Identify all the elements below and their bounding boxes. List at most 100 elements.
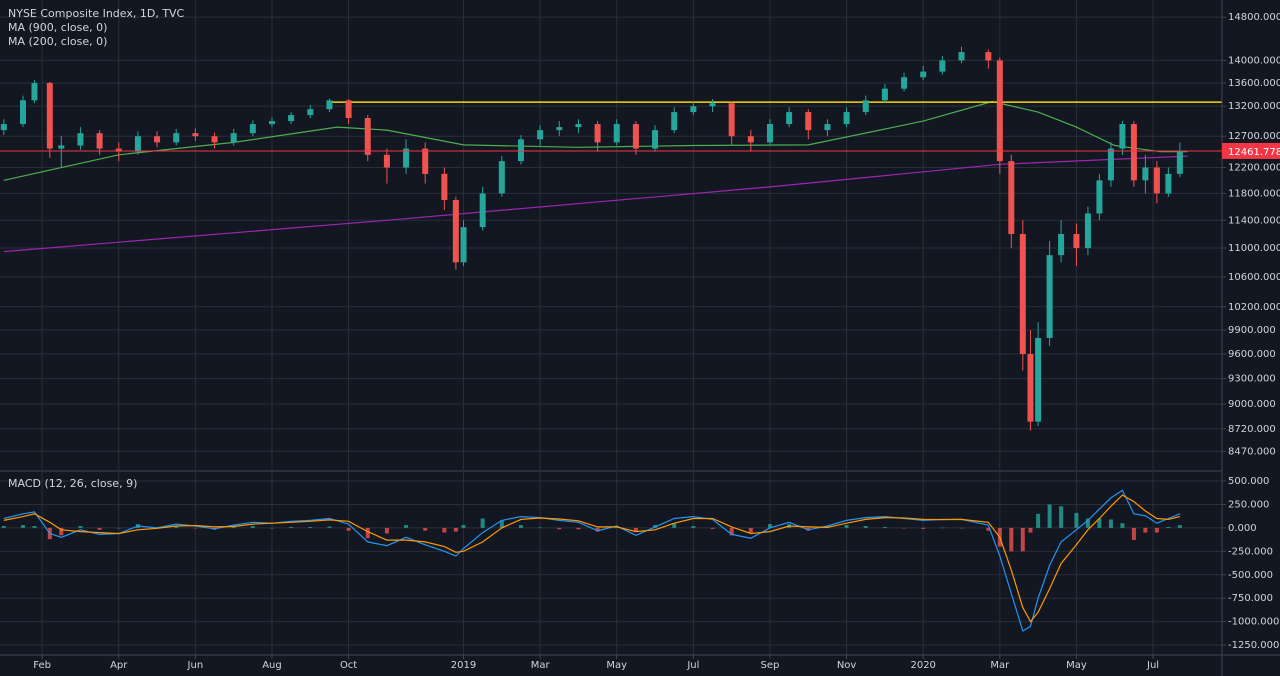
- y-tick-label: 250.000: [1228, 499, 1269, 510]
- histogram-bar: [442, 527, 447, 533]
- histogram-bar: [1028, 527, 1033, 533]
- y-tick-label: 8470.000: [1228, 446, 1276, 457]
- candle-body: [498, 161, 505, 194]
- candle-body: [403, 148, 410, 168]
- histogram-bar: [959, 527, 964, 529]
- histogram-bar: [1085, 518, 1090, 528]
- y-tick-label: -1250.000: [1228, 640, 1279, 651]
- candle-body: [1019, 234, 1026, 354]
- y-tick-label: 11400.000: [1228, 215, 1280, 226]
- histogram-bar: [986, 527, 991, 531]
- histogram-bar: [346, 527, 351, 531]
- candle-body: [517, 139, 524, 162]
- y-tick-label: 9000.000: [1228, 399, 1276, 410]
- histogram-bar: [59, 527, 64, 536]
- candle-body: [1153, 167, 1160, 194]
- histogram-bar: [1, 526, 6, 528]
- candle-body: [441, 173, 448, 201]
- histogram-bar: [1009, 527, 1014, 552]
- candle-body: [364, 118, 371, 155]
- histogram-bar: [231, 526, 236, 528]
- histogram-bar: [1059, 506, 1064, 528]
- histogram-bar: [633, 527, 638, 532]
- histogram-bar: [940, 527, 945, 529]
- y-tick-label: -750.000: [1228, 593, 1273, 604]
- histogram-bar: [710, 527, 715, 529]
- candle-body: [537, 130, 544, 140]
- x-tick-label: May: [606, 660, 627, 671]
- candle-body: [1046, 255, 1053, 338]
- histogram-bar: [461, 525, 466, 528]
- y-tick-label: 10600.000: [1228, 272, 1280, 283]
- y-tick-label: 14800.000: [1228, 12, 1280, 23]
- grid: [0, 0, 1222, 655]
- candle-body: [230, 133, 237, 143]
- candle-body: [383, 154, 390, 168]
- candle-body: [652, 130, 659, 149]
- histogram-bar: [174, 526, 179, 528]
- candle-body: [1176, 151, 1183, 174]
- histogram-bar: [1036, 513, 1041, 528]
- histogram-bar: [365, 527, 370, 539]
- y-tick-label: -500.000: [1228, 570, 1273, 581]
- candle-body: [786, 112, 793, 125]
- candle-body: [192, 133, 199, 137]
- y-tick-label: 12700.000: [1228, 131, 1280, 142]
- candle-body: [154, 136, 161, 143]
- candle-body: [0, 124, 7, 131]
- candle-body: [613, 124, 620, 143]
- candle-body: [766, 124, 773, 143]
- candle-body: [268, 121, 275, 125]
- x-tick-label: Mar: [531, 660, 551, 671]
- histogram-bar: [538, 527, 543, 528]
- candle-body: [958, 52, 965, 61]
- histogram-bar: [1131, 527, 1136, 541]
- histogram-bar: [269, 527, 274, 529]
- histogram-bar: [116, 527, 121, 529]
- candle-body: [288, 115, 295, 122]
- x-tick-label: Jul: [1146, 660, 1159, 671]
- histogram-bar: [32, 526, 37, 528]
- histogram-bar: [1177, 525, 1182, 528]
- candle-body: [843, 112, 850, 125]
- candle-body: [881, 88, 888, 101]
- candle-body: [1142, 167, 1149, 181]
- candle-body: [728, 103, 735, 137]
- candle-body: [115, 148, 122, 152]
- histogram-bar: [595, 527, 600, 532]
- histogram-bar: [308, 526, 313, 528]
- candle-body: [460, 227, 467, 263]
- candle-body: [1165, 173, 1172, 194]
- histogram-bar: [921, 527, 926, 529]
- histogram-bar: [1108, 519, 1113, 528]
- histogram-bar: [576, 527, 581, 530]
- histogram-bar: [767, 524, 772, 528]
- candle-body: [862, 100, 869, 113]
- y-tick-label: 14000.000: [1228, 55, 1280, 66]
- histogram-bar: [250, 526, 255, 528]
- candle-body: [709, 103, 716, 107]
- histogram-bar: [78, 526, 83, 528]
- pane-title: MACD (12, 26, close, 9): [8, 477, 137, 490]
- histogram-bar: [20, 525, 25, 528]
- y-tick-label: 12200.000: [1228, 162, 1280, 173]
- x-tick-label: Nov: [837, 660, 857, 671]
- last-price-label: 12461.778: [1228, 147, 1280, 158]
- candle-body: [307, 109, 314, 116]
- candle-body: [134, 136, 141, 152]
- y-tick-label: 10200.000: [1228, 302, 1280, 313]
- histogram-bar: [1154, 527, 1159, 533]
- candle-body: [690, 106, 697, 113]
- x-tick-label: Aug: [262, 660, 282, 671]
- candle-body: [77, 133, 84, 146]
- histogram-bar: [1143, 527, 1148, 533]
- candle-body: [1027, 353, 1034, 422]
- signal-line: [3, 494, 1181, 623]
- histogram-bar: [863, 526, 868, 528]
- axes: 14800.000 14000.000 13600.000 13200.000 1270…: [33, 12, 1280, 671]
- candle-body: [211, 136, 218, 143]
- candle-body: [671, 112, 678, 131]
- candle-body: [1119, 124, 1126, 149]
- candle-body: [1084, 213, 1091, 249]
